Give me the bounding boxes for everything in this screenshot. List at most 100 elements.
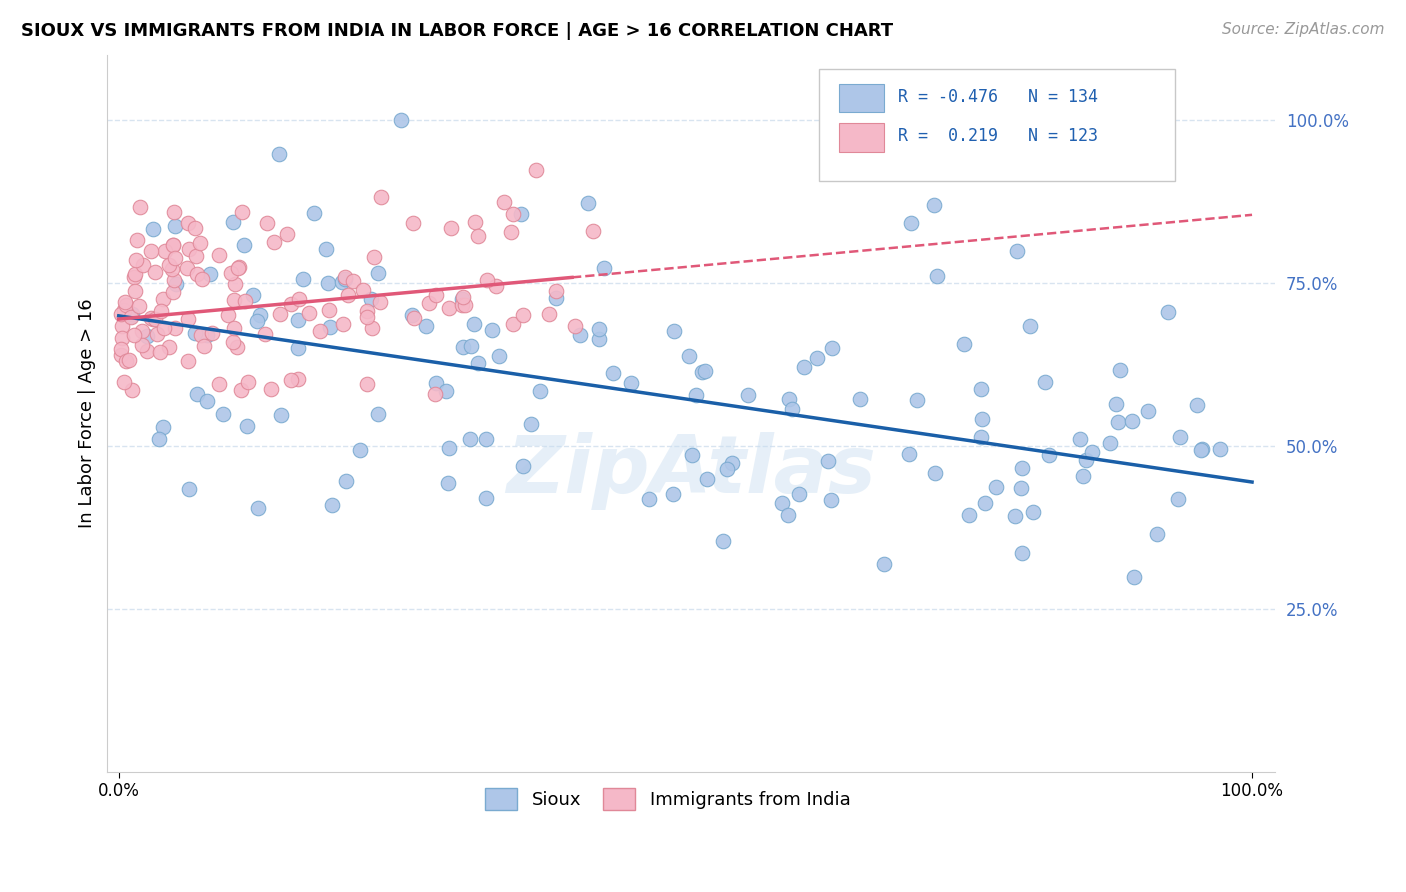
Point xyxy=(1098,436,1121,450)
Point xyxy=(564,319,586,334)
Point xyxy=(349,443,371,458)
Point xyxy=(425,387,447,401)
Point xyxy=(157,259,180,273)
Point xyxy=(128,200,150,214)
Point xyxy=(363,250,385,264)
Point xyxy=(332,317,354,331)
Point xyxy=(188,235,211,250)
Point xyxy=(713,534,735,549)
Point xyxy=(177,311,200,326)
Point xyxy=(690,365,713,379)
Point xyxy=(152,420,174,434)
Point xyxy=(952,336,974,351)
Point xyxy=(163,273,186,287)
Point xyxy=(136,343,159,358)
Point xyxy=(269,146,291,161)
Point xyxy=(492,195,515,210)
Point xyxy=(1081,444,1104,458)
Point xyxy=(502,318,524,332)
Point xyxy=(512,309,534,323)
Point xyxy=(120,310,142,324)
Point xyxy=(120,310,142,324)
Point xyxy=(370,189,392,203)
Point xyxy=(162,237,184,252)
Text: SIOUX VS IMMIGRANTS FROM INDIA IN LABOR FORCE | AGE > 16 CORRELATION CHART: SIOUX VS IMMIGRANTS FROM INDIA IN LABOR … xyxy=(21,22,893,40)
Point xyxy=(128,299,150,313)
Point xyxy=(488,349,510,363)
Point xyxy=(451,340,474,354)
Point xyxy=(318,320,340,334)
Point xyxy=(1167,491,1189,506)
Point xyxy=(191,272,214,286)
Point xyxy=(193,339,215,353)
Point xyxy=(780,402,803,417)
Point xyxy=(360,292,382,306)
Point xyxy=(186,386,208,401)
Point xyxy=(849,392,872,407)
Point xyxy=(678,349,700,363)
Point xyxy=(440,221,463,235)
Point xyxy=(1010,481,1032,495)
Point xyxy=(177,216,200,230)
Point xyxy=(336,287,359,301)
Point xyxy=(207,377,229,392)
Point xyxy=(142,222,165,236)
Point xyxy=(352,283,374,297)
Point xyxy=(356,376,378,391)
Point xyxy=(588,332,610,346)
Point xyxy=(287,342,309,356)
Point xyxy=(367,408,389,422)
Point xyxy=(342,274,364,288)
Point xyxy=(276,227,298,242)
Point xyxy=(1011,461,1033,475)
Point xyxy=(356,310,378,324)
Point xyxy=(544,291,567,305)
Point xyxy=(821,341,844,355)
Point xyxy=(287,313,309,327)
Point xyxy=(778,508,800,522)
Text: Source: ZipAtlas.com: Source: ZipAtlas.com xyxy=(1222,22,1385,37)
Point xyxy=(1022,505,1045,519)
Point xyxy=(451,298,474,312)
Point xyxy=(242,287,264,301)
Point xyxy=(793,359,815,374)
Legend: Sioux, Immigrants from India: Sioux, Immigrants from India xyxy=(478,780,858,817)
Point xyxy=(149,345,172,359)
Point xyxy=(302,206,325,220)
Point xyxy=(114,353,136,368)
Text: ZipAtlas: ZipAtlas xyxy=(506,432,876,510)
Point xyxy=(787,486,810,500)
Point xyxy=(201,326,224,341)
Point xyxy=(402,310,425,325)
Point xyxy=(176,354,198,368)
Point xyxy=(662,487,685,501)
Point xyxy=(927,269,949,284)
Point xyxy=(315,243,337,257)
Point xyxy=(1005,244,1028,259)
Point xyxy=(512,458,534,473)
Point xyxy=(451,289,474,303)
Point xyxy=(581,224,603,238)
Point xyxy=(143,311,166,326)
Point xyxy=(509,207,531,221)
Point xyxy=(157,340,180,354)
Point xyxy=(475,273,498,287)
Point xyxy=(121,307,143,321)
Point xyxy=(222,321,245,335)
Point xyxy=(460,339,482,353)
Point xyxy=(153,244,176,259)
Point xyxy=(292,271,315,285)
Point xyxy=(114,294,136,309)
Point xyxy=(287,372,309,386)
Point xyxy=(153,321,176,335)
Point xyxy=(208,248,231,262)
Point xyxy=(439,301,461,315)
Point xyxy=(219,266,242,280)
Point xyxy=(1189,442,1212,457)
Point xyxy=(367,266,389,280)
Point xyxy=(163,219,186,233)
Point xyxy=(231,383,253,397)
Point xyxy=(415,318,437,333)
Point xyxy=(298,306,321,320)
Point xyxy=(150,304,173,318)
